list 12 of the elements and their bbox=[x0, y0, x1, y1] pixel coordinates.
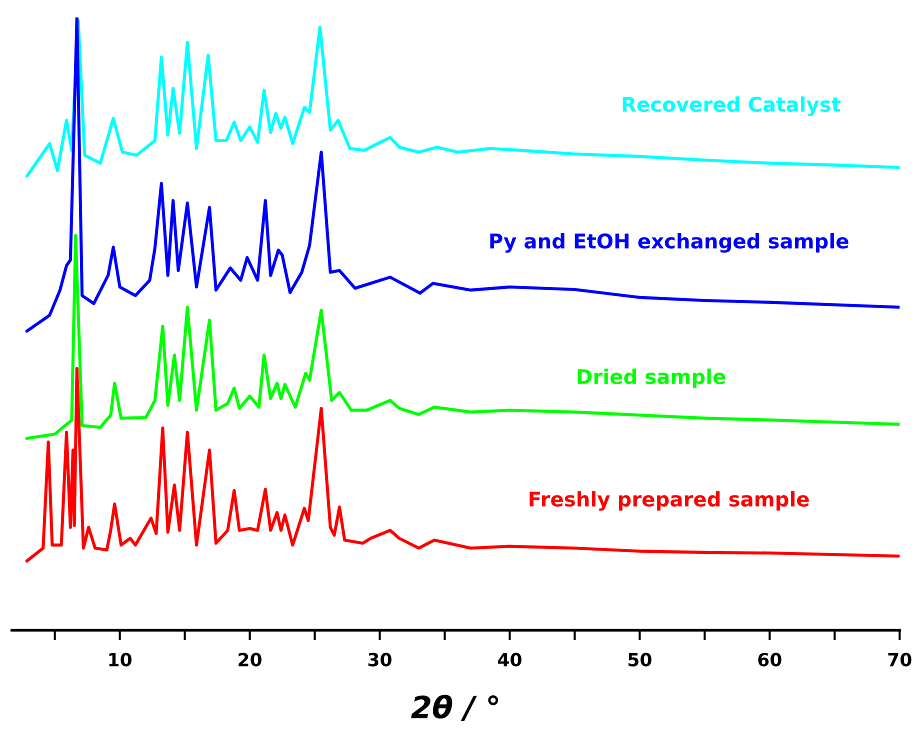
x-tick-label: 60 bbox=[758, 652, 782, 666]
x-tick-label: 20 bbox=[238, 652, 262, 666]
x-tick-label: 50 bbox=[628, 652, 652, 666]
series-label: Recovered Catalyst bbox=[622, 96, 840, 116]
series-label: Freshly prepared sample bbox=[530, 491, 809, 511]
x-axis-title: 2θ / ° bbox=[411, 694, 498, 722]
series-label: Py and EtOH exchanged sample bbox=[490, 233, 848, 253]
x-tick-label: 70 bbox=[888, 652, 912, 666]
x-tick-label: 10 bbox=[109, 652, 132, 666]
series-label: Dried sample bbox=[578, 368, 726, 388]
x-tick-label: 40 bbox=[498, 652, 522, 666]
x-tick-label: 30 bbox=[368, 652, 392, 666]
